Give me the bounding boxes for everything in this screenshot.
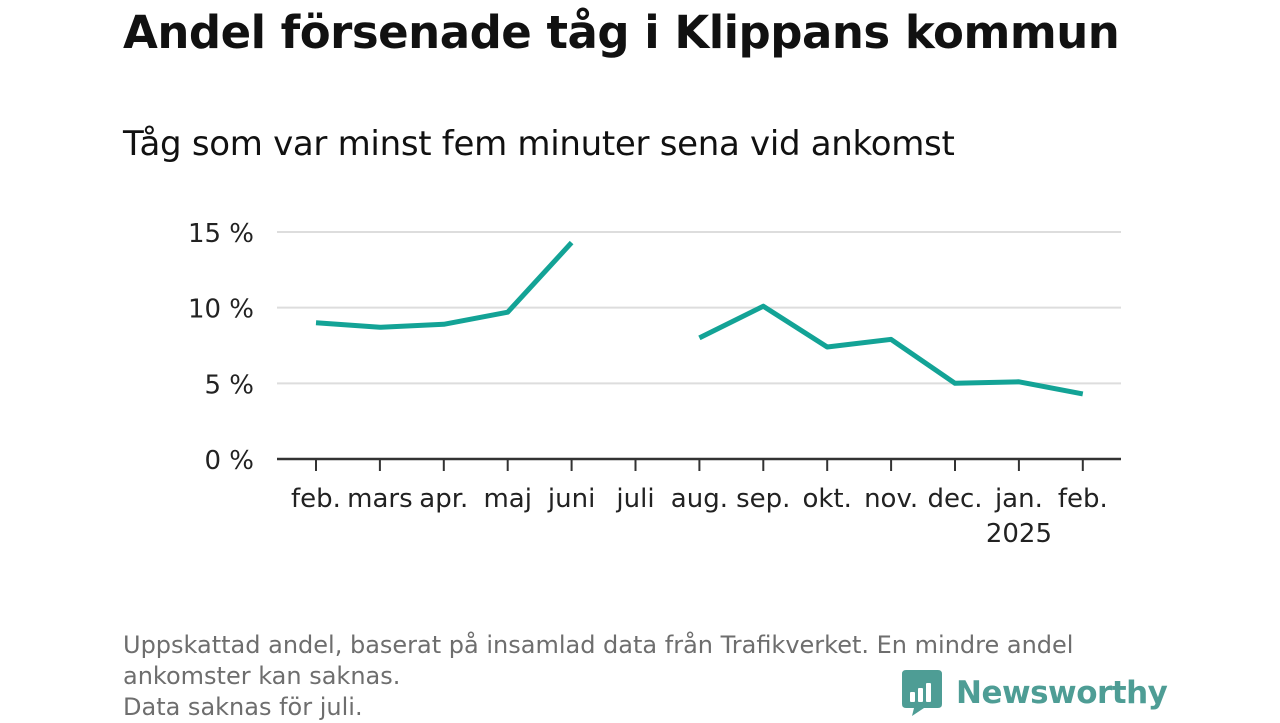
newsworthy-logo: Newsworthy [902,670,1168,716]
y-axis-labels: 0 % 5 % 10 % 15 % [188,219,254,476]
x-tick-label: juli [615,484,654,514]
footnote-line: Data saknas för juli. [123,693,363,721]
y-tick-label: 10 % [188,295,254,325]
grid-lines [277,231,1121,385]
series-line [698,303,1084,397]
footnote: Uppskattad andel, baserat på insamlad da… [123,630,1183,723]
x-tick-label: feb. [291,484,341,514]
y-tick-label: 0 % [204,446,254,476]
series-lines [315,240,1084,397]
x-tick-label: dec. [927,484,982,514]
x-tick-label: maj [483,484,531,514]
x-tick-label: sep. [736,484,790,514]
x-tick-label: okt. [802,484,851,514]
footnote-line: ankomster kan saknas. [123,662,401,690]
x-axis-labels: feb. mars apr. maj juni juli aug. sep. okt. nov. d… [291,484,1108,549]
chart-title: Andel försenade tåg i Klippans kommun [123,6,1120,59]
x-tick-label: apr. [419,484,468,514]
y-tick-label: 5 % [204,370,254,400]
y-tick-label: 15 % [188,219,254,249]
x-tick-label: feb. [1058,484,1108,514]
footnote-line: Uppskattad andel, baserat på insamlad da… [123,631,1074,659]
x-year-label: 2025 [986,519,1052,549]
x-tick-label: juni [547,484,595,514]
x-tick-label: aug. [671,484,728,514]
x-tick-label: nov. [864,484,918,514]
series-line [315,240,574,330]
x-tick-label: jan. [994,484,1043,514]
logo-text: Newsworthy [956,675,1168,711]
chart-subtitle: Tåg som var minst fem minuter sena vid a… [123,124,955,164]
x-axis [277,457,1121,471]
bar-chart-icon [902,670,942,716]
x-tick-label: mars [347,484,413,514]
